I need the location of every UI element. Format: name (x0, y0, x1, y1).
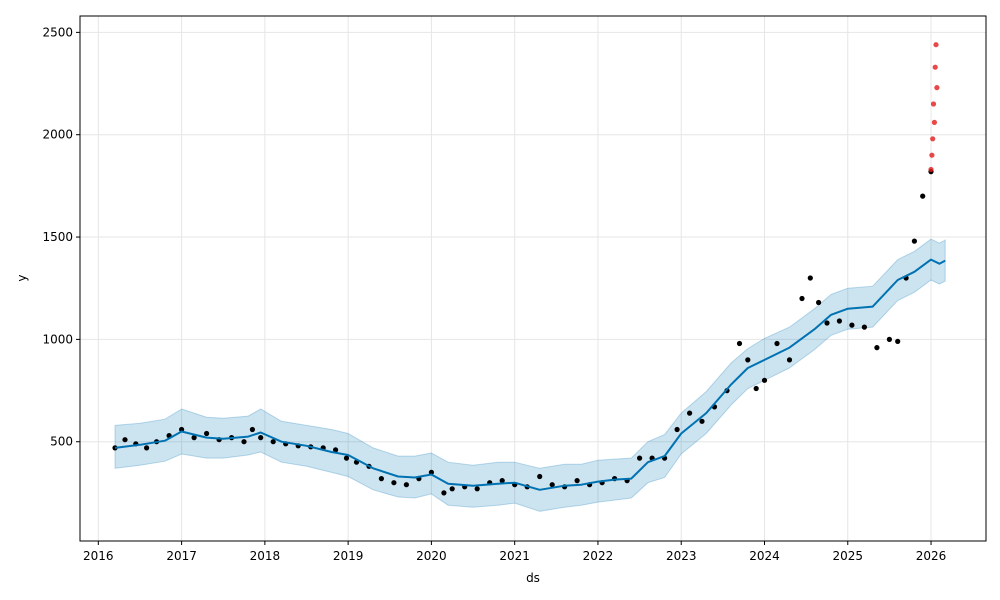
x-tick-label: 2017 (166, 549, 197, 563)
x-tick-label: 2023 (666, 549, 697, 563)
observed-point (799, 295, 805, 302)
y-axis-title: y (15, 274, 29, 281)
observed-point (816, 299, 822, 306)
outlier-point (932, 64, 938, 70)
observed-point (574, 478, 580, 484)
observed-point (637, 455, 643, 461)
observed-point (204, 430, 210, 437)
observed-point (343, 455, 350, 461)
y-tick-label: 1500 (42, 230, 73, 244)
y-tick-label: 1000 (42, 332, 73, 346)
observed-point (761, 377, 768, 383)
observed-point (449, 486, 455, 492)
observed-point (745, 357, 751, 363)
observed-point (144, 445, 150, 451)
x-tick-label: 2021 (499, 549, 530, 563)
observed-point (699, 418, 705, 424)
outlier-point (928, 166, 934, 173)
x-tick-label: 2025 (832, 549, 863, 563)
observed-point (391, 480, 397, 486)
observed-point (474, 486, 480, 492)
outlier-point (933, 42, 939, 48)
observed-point (537, 473, 543, 480)
observed-point (824, 320, 830, 326)
outlier-point (929, 152, 935, 158)
outlier-point (930, 136, 936, 142)
observed-point (911, 238, 918, 244)
uncertainty-band (114, 238, 946, 512)
observed-point (874, 345, 880, 351)
observed-point (895, 338, 901, 344)
y-tick-label: 500 (50, 435, 73, 449)
y-tick-label: 2000 (42, 128, 73, 142)
observed-point (378, 476, 384, 482)
observed-point (886, 336, 893, 342)
outlier-point (931, 119, 938, 125)
observed-point (687, 410, 693, 416)
x-tick-label: 2016 (83, 549, 114, 563)
observed-point (836, 318, 843, 324)
plot-frame (79, 15, 987, 542)
observed-point (499, 478, 505, 484)
observed-point (861, 324, 868, 330)
plot-background (80, 16, 986, 541)
observed-point (807, 275, 813, 281)
observed-point (403, 482, 409, 488)
outlier-point (934, 85, 940, 91)
outlier-point (930, 101, 937, 107)
observed-point (786, 357, 793, 363)
forecast-line-group (114, 258, 946, 491)
forecast-line (114, 258, 946, 491)
x-tick-label: 2020 (416, 549, 447, 563)
observed-point (122, 437, 128, 443)
observed-point (191, 435, 197, 441)
observed-point (920, 193, 926, 199)
uncertainty-area (114, 238, 946, 512)
observed-point (549, 482, 555, 488)
observed-point (849, 322, 855, 328)
x-tick-label: 2024 (749, 549, 780, 563)
observed-point (333, 447, 339, 453)
observed-point (270, 439, 276, 445)
x-tick-label: 2022 (583, 549, 614, 563)
observed-point (441, 490, 447, 496)
observed-point (241, 439, 247, 445)
outlier-points (928, 42, 940, 173)
observed-point (674, 426, 680, 433)
x-axis-title: ds (526, 571, 540, 585)
y-axis: 500 1000 1500 2000 2500 (42, 25, 80, 449)
observed-point (774, 340, 780, 347)
observed-point (428, 469, 434, 475)
observed-point (258, 435, 264, 441)
x-tick-label: 2019 (333, 549, 364, 563)
observed-point (753, 385, 759, 392)
x-tick-label: 2026 (916, 549, 947, 563)
x-axis: 2016 2017 2018 2019 2020 2021 2022 2023 2024 2025… (83, 541, 946, 563)
observed-point (736, 340, 743, 347)
observed-point (249, 426, 255, 433)
x-tick-label: 2018 (250, 549, 281, 563)
y-tick-label: 2500 (42, 25, 73, 39)
